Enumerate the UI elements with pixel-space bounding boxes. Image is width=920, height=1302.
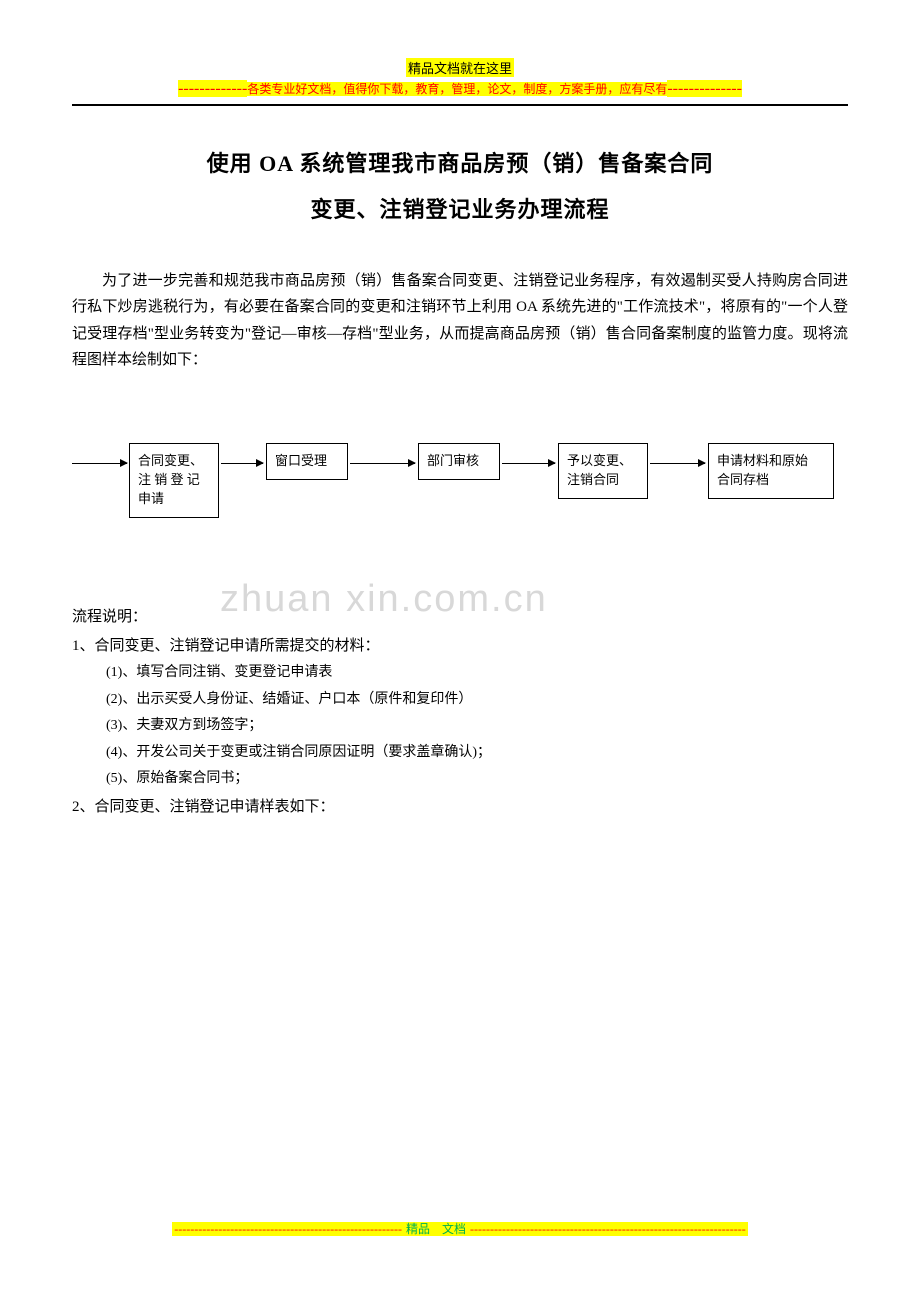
explain-sub-1: (1)、填写合同注销、变更登记申请表 — [106, 660, 848, 687]
header-rule — [72, 104, 848, 106]
flow-node-4: 予以变更、注销合同 — [558, 443, 648, 499]
header-banner: 精品文档就在这里 — [72, 58, 848, 78]
flow-node-1: 合同变更、注 销 登 记申请 — [129, 443, 219, 518]
header-line1: 精品文档就在这里 — [406, 58, 514, 77]
flow-arrow-2 — [350, 463, 415, 464]
flow-node-2: 窗口受理 — [266, 443, 348, 480]
flowchart: 合同变更、注 销 登 记申请 窗口受理 部门审核 予以变更、注销合同 申请材料和… — [72, 443, 848, 543]
header-banner-line2: -------------各类专业好文档，值得你下载，教育，管理，论文，制度，方… — [72, 80, 848, 98]
explain-sub-5: (5)、原始备案合同书； — [106, 766, 848, 793]
header-line2-prefix: ------------- — [178, 80, 247, 97]
explanation-section: 流程说明： 1、合同变更、注销登记申请所需提交的材料： (1)、填写合同注销、变… — [72, 603, 848, 821]
explain-header: 流程说明： — [72, 603, 848, 632]
page-title-line1: 使用 OA 系统管理我市商品房预（销）售备案合同 — [72, 146, 848, 178]
page-title-line2: 变更、注销登记业务办理流程 — [72, 192, 848, 224]
flow-node-5: 申请材料和原始合同存档 — [708, 443, 834, 499]
footer-dash-left: ----------------------------------------… — [172, 1222, 404, 1236]
header-line2-suffix: -------------- — [667, 80, 742, 97]
header-line2-text: 各类专业好文档，值得你下载，教育，管理，论文，制度，方案手册，应有尽有 — [247, 82, 667, 96]
explain-sub-2: (2)、出示买受人身份证、结婚证、户口本（原件和复印件） — [106, 687, 848, 714]
intro-paragraph: 为了进一步完善和规范我市商品房预（销）售备案合同变更、注销登记业务程序，有效遏制… — [72, 268, 848, 373]
flow-arrow-1 — [221, 463, 263, 464]
flow-arrow-4 — [650, 463, 705, 464]
flow-arrow-3 — [502, 463, 555, 464]
flow-arrow-start — [72, 463, 127, 464]
explain-sub-4: (4)、开发公司关于变更或注销合同原因证明（要求盖章确认)； — [106, 740, 848, 767]
document-page: 精品文档就在这里 -------------各类专业好文档，值得你下载，教育，管… — [0, 0, 920, 861]
explain-sub-3: (3)、夫妻双方到场签字； — [106, 713, 848, 740]
explain-item-1: 1、合同变更、注销登记申请所需提交的材料： — [72, 632, 848, 661]
footer-dash-right: ----------------------------------------… — [468, 1222, 748, 1236]
footer-mid: 精品 文档 — [404, 1222, 468, 1236]
explain-item-2: 2、合同变更、注销登记申请样表如下： — [72, 793, 848, 822]
flow-node-3: 部门审核 — [418, 443, 500, 480]
footer-banner: ----------------------------------------… — [72, 1220, 848, 1238]
